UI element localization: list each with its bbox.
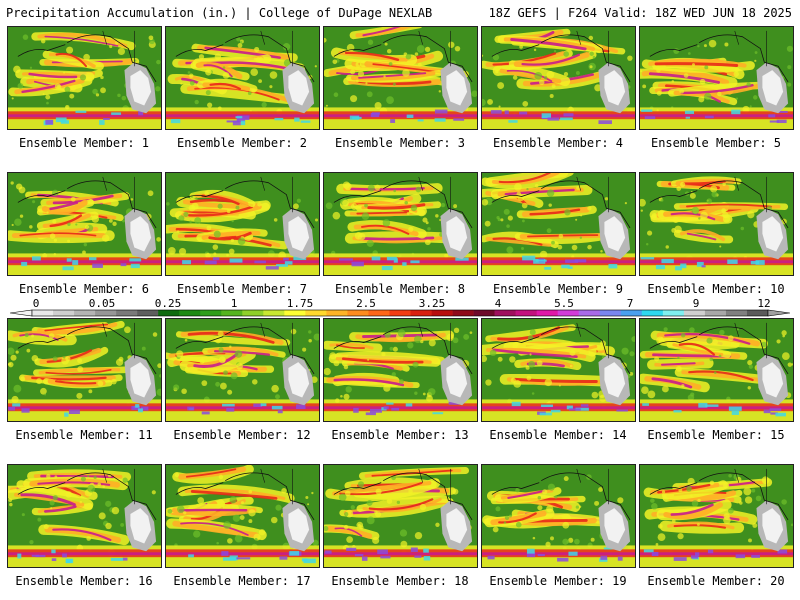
- colorbar-tick-label: 0.25: [154, 297, 182, 310]
- colorbar-swatch: [200, 310, 222, 316]
- ensemble-member-label: Ensemble Member: 13: [331, 428, 469, 442]
- colorbar-swatch: [410, 310, 432, 316]
- colorbar-tick-label: 1: [230, 297, 238, 310]
- ensemble-map-panel: [481, 318, 636, 422]
- ensemble-member-label: Ensemble Member: 16: [15, 574, 153, 588]
- ensemble-member-label: Ensemble Member: 20: [647, 574, 785, 588]
- ensemble-member-label: Ensemble Member: 1: [18, 136, 150, 150]
- ensemble-member-label: Ensemble Member: 18: [331, 574, 469, 588]
- colorbar-tick-label: 9: [692, 297, 700, 310]
- ensemble-map-panel: [323, 172, 478, 276]
- ensemble-member-label: Ensemble Member: 14: [489, 428, 627, 442]
- ensemble-map-panel: [7, 172, 162, 276]
- precip-colorbar: [10, 309, 790, 317]
- colorbar-swatch: [221, 310, 243, 316]
- ensemble-map-panel: [639, 26, 794, 130]
- ensemble-member-label: Ensemble Member: 4: [492, 136, 624, 150]
- ensemble-member-label: Ensemble Member: 11: [15, 428, 153, 442]
- ensemble-map-panel: [7, 26, 162, 130]
- colorbar-swatch: [725, 310, 748, 316]
- colorbar-swatch: [746, 310, 769, 316]
- ensemble-map-panel: [165, 464, 320, 568]
- colorbar-swatch: [74, 310, 96, 316]
- ensemble-member-label: Ensemble Member: 19: [489, 574, 627, 588]
- colorbar-swatch: [557, 310, 580, 316]
- colorbar-tick-label: 12: [757, 297, 771, 310]
- ensemble-map-panel: [639, 172, 794, 276]
- map-title: Precipitation Accumulation (in.) | Colle…: [6, 6, 433, 20]
- colorbar-swatch: [326, 310, 348, 316]
- colorbar-tick-label: 0: [32, 297, 40, 310]
- colorbar-swatch: [137, 310, 159, 316]
- colorbar-swatch: [368, 310, 390, 316]
- ensemble-member-label: Ensemble Member: 5: [650, 136, 782, 150]
- colorbar-swatch: [494, 310, 516, 316]
- ensemble-member-label: Ensemble Member: 17: [173, 574, 311, 588]
- ensemble-member-label: Ensemble Member: 9: [492, 282, 624, 296]
- ensemble-map-panel: [481, 172, 636, 276]
- ensemble-map-panel: [323, 26, 478, 130]
- colorbar-swatch: [305, 310, 327, 316]
- colorbar-swatch: [95, 310, 117, 316]
- ensemble-map-panel: [639, 464, 794, 568]
- colorbar-min-arrow: [10, 309, 33, 317]
- colorbar-tick-label: 7: [626, 297, 634, 310]
- colorbar-swatch: [599, 310, 622, 316]
- ensemble-map-panel: [323, 318, 478, 422]
- ensemble-member-label: Ensemble Member: 2: [176, 136, 308, 150]
- colorbar-tick-label: 3.25: [418, 297, 446, 310]
- colorbar-tick-label: 5.5: [554, 297, 574, 310]
- ensemble-map-panel: [7, 318, 162, 422]
- colorbar-swatch: [704, 310, 727, 316]
- colorbar-swatch: [683, 310, 706, 316]
- ensemble-map-panel: [481, 26, 636, 130]
- ensemble-map-panel: [165, 318, 320, 422]
- colorbar-swatch: [242, 310, 264, 316]
- ensemble-member-label: Ensemble Member: 3: [334, 136, 466, 150]
- ensemble-map-panel: [481, 464, 636, 568]
- ensemble-map-panel: [639, 318, 794, 422]
- model-run-info: 18Z GEFS | F264 Valid: 18Z WED JUN 18 20…: [488, 6, 792, 20]
- colorbar-swatch: [620, 310, 643, 316]
- colorbar-tick-label: 1.75: [286, 297, 314, 310]
- colorbar-swatch: [431, 310, 453, 316]
- colorbar-swatch: [53, 310, 75, 316]
- colorbar-swatch: [473, 310, 495, 316]
- ensemble-member-label: Ensemble Member: 12: [173, 428, 311, 442]
- colorbar-swatch: [536, 310, 559, 316]
- colorbar-swatch: [32, 310, 54, 316]
- ensemble-member-label: Ensemble Member: 15: [647, 428, 785, 442]
- colorbar-max-arrow: [767, 309, 790, 317]
- colorbar-swatch: [389, 310, 411, 316]
- ensemble-member-label: Ensemble Member: 6: [18, 282, 150, 296]
- colorbar-tick-label: 2.5: [356, 297, 376, 310]
- ensemble-map-panel: [165, 172, 320, 276]
- colorbar-swatch: [662, 310, 685, 316]
- ensemble-map-panel: [165, 26, 320, 130]
- colorbar-swatch: [179, 310, 201, 316]
- ensemble-member-label: Ensemble Member: 8: [334, 282, 466, 296]
- colorbar-swatch: [284, 310, 306, 316]
- ensemble-member-label: Ensemble Member: 10: [647, 282, 785, 296]
- colorbar-swatch: [515, 310, 537, 316]
- colorbar-swatch: [263, 310, 285, 316]
- colorbar-swatch: [116, 310, 138, 316]
- colorbar-swatch: [158, 310, 180, 316]
- colorbar-swatch: [578, 310, 601, 316]
- colorbar-tick-label: 0.05: [88, 297, 116, 310]
- ensemble-member-label: Ensemble Member: 7: [176, 282, 308, 296]
- colorbar-swatch: [452, 310, 474, 316]
- colorbar-swatch: [347, 310, 369, 316]
- ensemble-map-panel: [7, 464, 162, 568]
- ensemble-map-panel: [323, 464, 478, 568]
- colorbar-tick-label: 4: [494, 297, 502, 310]
- colorbar-swatch: [641, 310, 664, 316]
